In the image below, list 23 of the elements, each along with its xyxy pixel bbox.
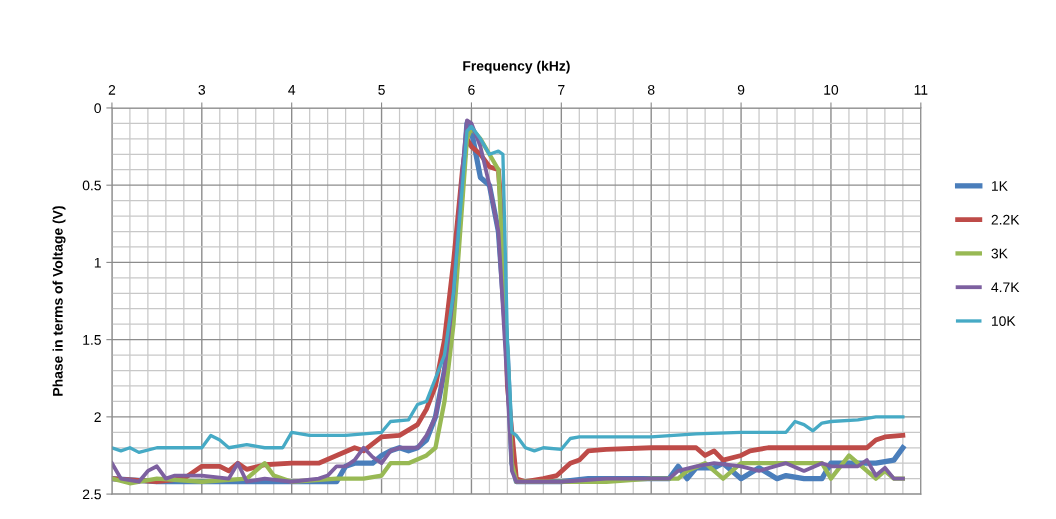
y-tick-label: 0 (94, 103, 101, 114)
x-tick-label: 5 (378, 85, 385, 95)
legend-label: 2.2K (991, 214, 1020, 225)
x-tick-label: 4 (288, 85, 296, 95)
x-tick-label: 11 (914, 85, 928, 95)
x-axis-title: Frequency (kHz) (463, 60, 570, 74)
x-tick-label: 3 (198, 84, 206, 95)
legend-label: 1K (991, 181, 1008, 191)
x-tick-label: 10 (824, 84, 839, 95)
x-tick-label: 9 (737, 84, 745, 95)
x-tick-label: 7 (558, 85, 565, 95)
legend-label: 10K (991, 316, 1016, 326)
x-tick-label: 8 (647, 84, 655, 95)
y-tick-label: 1 (94, 257, 101, 268)
legend-label: 4.7K (991, 282, 1020, 293)
y-tick-label: 0.5 (82, 180, 101, 191)
y-tick-label: 2 (94, 412, 101, 422)
x-tick-label: 6 (468, 84, 475, 95)
legend-label: 3K (991, 248, 1008, 259)
y-tick-label: 1.5 (83, 335, 101, 345)
y-tick-label: 2.5 (82, 489, 101, 500)
x-tick-label: 2 (108, 84, 116, 95)
y-axis-title: Phase in terms of Voltage (V) (52, 206, 66, 396)
